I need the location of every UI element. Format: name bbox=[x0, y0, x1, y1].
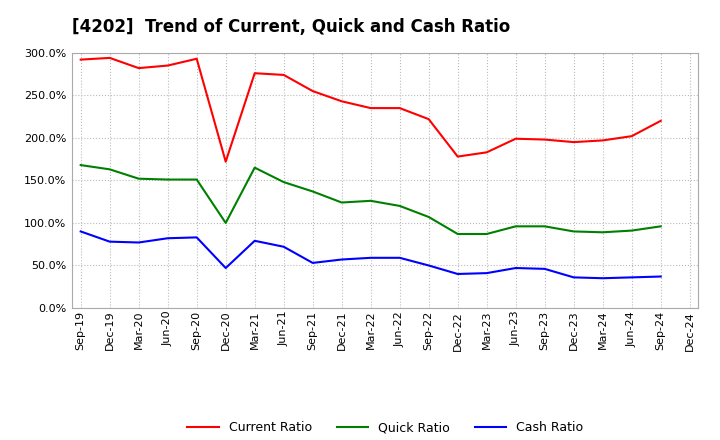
Current Ratio bbox=[454, 154, 462, 159]
Current Ratio bbox=[279, 72, 288, 77]
Text: [4202]  Trend of Current, Quick and Cash Ratio: [4202] Trend of Current, Quick and Cash … bbox=[72, 18, 510, 36]
Current Ratio bbox=[135, 66, 143, 71]
Current Ratio bbox=[627, 133, 636, 139]
Current Ratio bbox=[338, 99, 346, 104]
Current Ratio bbox=[76, 57, 85, 62]
Quick Ratio bbox=[511, 224, 520, 229]
Line: Current Ratio: Current Ratio bbox=[81, 58, 661, 161]
Cash Ratio bbox=[279, 244, 288, 249]
Current Ratio bbox=[511, 136, 520, 141]
Current Ratio bbox=[657, 118, 665, 124]
Quick Ratio bbox=[541, 224, 549, 229]
Current Ratio bbox=[482, 150, 491, 155]
Cash Ratio bbox=[135, 240, 143, 245]
Cash Ratio bbox=[541, 266, 549, 271]
Cash Ratio bbox=[308, 260, 317, 266]
Current Ratio bbox=[163, 63, 172, 68]
Line: Cash Ratio: Cash Ratio bbox=[81, 231, 661, 278]
Cash Ratio bbox=[454, 271, 462, 277]
Cash Ratio bbox=[657, 274, 665, 279]
Cash Ratio bbox=[424, 263, 433, 268]
Quick Ratio bbox=[251, 165, 259, 170]
Quick Ratio bbox=[366, 198, 375, 203]
Line: Quick Ratio: Quick Ratio bbox=[81, 165, 661, 234]
Current Ratio bbox=[251, 70, 259, 76]
Current Ratio bbox=[424, 117, 433, 122]
Cash Ratio bbox=[598, 275, 607, 281]
Current Ratio bbox=[598, 138, 607, 143]
Cash Ratio bbox=[511, 265, 520, 271]
Quick Ratio bbox=[163, 177, 172, 182]
Quick Ratio bbox=[424, 214, 433, 220]
Quick Ratio bbox=[598, 230, 607, 235]
Cash Ratio bbox=[163, 235, 172, 241]
Quick Ratio bbox=[482, 231, 491, 237]
Quick Ratio bbox=[279, 180, 288, 185]
Quick Ratio bbox=[135, 176, 143, 181]
Quick Ratio bbox=[192, 177, 201, 182]
Cash Ratio bbox=[482, 271, 491, 276]
Cash Ratio bbox=[627, 275, 636, 280]
Current Ratio bbox=[221, 159, 230, 164]
Legend: Current Ratio, Quick Ratio, Cash Ratio: Current Ratio, Quick Ratio, Cash Ratio bbox=[187, 422, 583, 434]
Quick Ratio bbox=[627, 228, 636, 233]
Quick Ratio bbox=[395, 203, 404, 209]
Cash Ratio bbox=[105, 239, 114, 244]
Current Ratio bbox=[395, 106, 404, 111]
Quick Ratio bbox=[454, 231, 462, 237]
Cash Ratio bbox=[338, 257, 346, 262]
Quick Ratio bbox=[308, 189, 317, 194]
Quick Ratio bbox=[105, 167, 114, 172]
Current Ratio bbox=[570, 139, 578, 145]
Cash Ratio bbox=[366, 255, 375, 260]
Current Ratio bbox=[105, 55, 114, 61]
Current Ratio bbox=[308, 88, 317, 94]
Current Ratio bbox=[541, 137, 549, 142]
Cash Ratio bbox=[251, 238, 259, 243]
Cash Ratio bbox=[395, 255, 404, 260]
Cash Ratio bbox=[76, 229, 85, 234]
Cash Ratio bbox=[570, 275, 578, 280]
Current Ratio bbox=[366, 106, 375, 111]
Quick Ratio bbox=[338, 200, 346, 205]
Quick Ratio bbox=[570, 229, 578, 234]
Current Ratio bbox=[192, 56, 201, 62]
Cash Ratio bbox=[192, 235, 201, 240]
Quick Ratio bbox=[657, 224, 665, 229]
Quick Ratio bbox=[76, 162, 85, 168]
Cash Ratio bbox=[221, 265, 230, 271]
Quick Ratio bbox=[221, 220, 230, 226]
